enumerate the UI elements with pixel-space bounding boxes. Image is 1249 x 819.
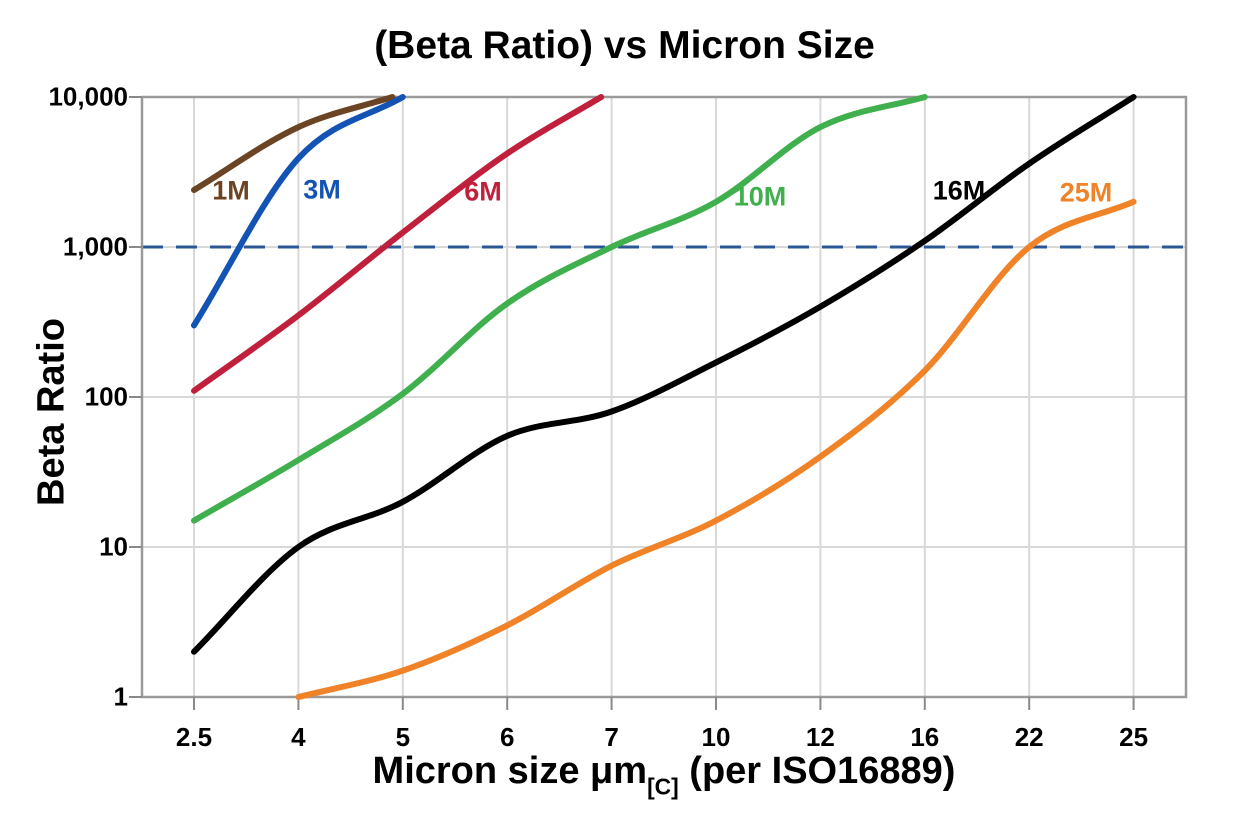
curve-16M	[191, 94, 1137, 655]
curve-3M	[191, 94, 406, 329]
y-tick-label-100: 100	[84, 381, 128, 412]
x-axis-label: Micron size μm[C] (per ISO16889)	[142, 750, 1186, 800]
x-tick-label-10: 10	[701, 722, 731, 752]
x-tick-label-2.5: 2.5	[175, 722, 213, 752]
series-label-3M: 3M	[303, 174, 341, 205]
series-label-25M: 25M	[1059, 177, 1113, 208]
curve-25M	[295, 198, 1137, 700]
x-axis-label-prefix: Micron size μm	[372, 750, 648, 792]
x-axis-label-subscript: [C]	[647, 773, 679, 800]
curve-10M	[191, 94, 928, 524]
x-tick-label-4: 4	[291, 722, 306, 752]
chart-title: (Beta Ratio) vs Micron Size	[374, 24, 875, 67]
x-tick-label-12: 12	[805, 722, 835, 752]
x-tick-label-25: 25	[1119, 722, 1149, 752]
x-tick-label-7: 7	[604, 722, 619, 752]
x-axis-label-suffix: (per ISO16889)	[678, 750, 956, 792]
series-label-16M: 16M	[932, 175, 986, 206]
y-axis-label: Beta Ratio	[30, 318, 73, 506]
series-label-6M: 6M	[464, 176, 502, 207]
curve-6M	[191, 94, 605, 394]
x-tick-label-22: 22	[1014, 722, 1044, 752]
series-label-1M: 1M	[212, 175, 250, 206]
y-tick-label-1: 1	[113, 681, 128, 712]
series-label-10M: 10M	[733, 181, 787, 212]
x-tick-label-16: 16	[910, 722, 940, 752]
y-tick-label-1000: 1,000	[62, 231, 128, 262]
x-tick-label-5: 5	[395, 722, 411, 752]
x-tick-label-6: 6	[499, 722, 515, 752]
y-tick-label-10: 10	[99, 531, 128, 562]
curve-1M	[191, 94, 396, 193]
y-tick-label-10000: 10,000	[48, 81, 128, 112]
